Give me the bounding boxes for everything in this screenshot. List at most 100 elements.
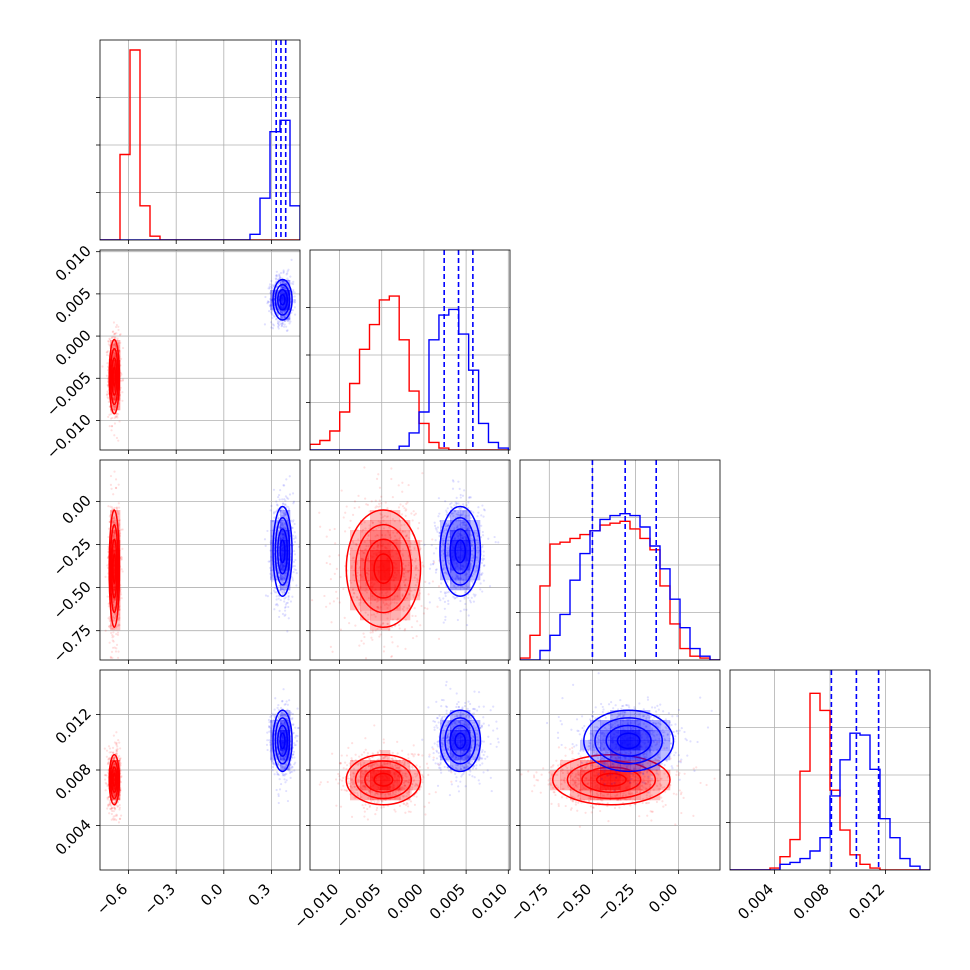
scatter-point (443, 600, 447, 603)
density-cell (390, 610, 401, 621)
scatter-point (114, 325, 118, 329)
scatter-point (283, 609, 287, 612)
scatter-point (113, 616, 116, 619)
scatter-point (266, 529, 269, 533)
scatter-point (293, 298, 296, 302)
contour-line (274, 283, 291, 316)
scatter-point (410, 589, 413, 593)
scatter-point (446, 524, 449, 527)
scatter-point (269, 297, 272, 301)
scatter-point (453, 597, 456, 600)
scatter-point (275, 270, 278, 273)
scatter-point (107, 343, 110, 346)
density-cell (450, 580, 461, 591)
scatter-point (480, 573, 483, 577)
scatter-point (286, 313, 289, 316)
scatter-point (391, 496, 394, 499)
scatter-point (474, 570, 478, 573)
scatter-point (407, 536, 411, 540)
contour-line (364, 538, 403, 599)
scatter-point (353, 561, 356, 564)
scatter-point (107, 400, 110, 403)
y-tick-label: −0.75 (50, 621, 95, 666)
scatter-point (280, 310, 283, 314)
scatter-point (342, 587, 345, 591)
density-cell (410, 580, 421, 591)
scatter-point (270, 555, 273, 559)
histogram-step (520, 520, 720, 660)
scatter-point (115, 506, 119, 509)
scatter-point (445, 591, 448, 594)
scatter-point (460, 521, 463, 524)
scatter-point (445, 509, 448, 512)
scatter-point (378, 635, 381, 638)
scatter-point (331, 650, 334, 653)
density-cell (440, 570, 451, 581)
scatter-point (466, 528, 469, 531)
density-cell (280, 310, 291, 321)
scatter-point (283, 316, 287, 319)
scatter-point (116, 804, 120, 808)
scatter-point (431, 580, 435, 583)
y-tick-label: −0.005 (43, 368, 95, 420)
scatter-point (277, 516, 280, 519)
scatter-point (111, 336, 114, 339)
scatter-point (112, 330, 115, 333)
scatter-point (444, 592, 447, 595)
scatter-point (406, 501, 409, 504)
scatter-point (377, 662, 379, 664)
scatter-point (287, 591, 290, 595)
scatter-point (408, 592, 411, 596)
scatter-point (113, 613, 117, 616)
scatter-point (280, 310, 283, 313)
scatter-point (271, 323, 274, 326)
scatter-point (461, 494, 465, 497)
scatter-point (112, 520, 115, 523)
scatter-point (270, 311, 273, 314)
scatter-point (463, 522, 466, 525)
scatter-point (338, 601, 341, 604)
scatter-point (277, 327, 280, 330)
scatter-point (481, 557, 484, 560)
scatter-point (281, 310, 285, 313)
scatter-point (293, 299, 296, 302)
density-cell (380, 550, 391, 561)
scatter-point (469, 601, 472, 604)
scatter-point (357, 538, 360, 541)
scatter-point (376, 606, 379, 609)
scatter-point (375, 674, 377, 676)
axis-frame (99, 459, 301, 661)
scatter-point (363, 540, 366, 544)
scatter-point (457, 480, 460, 483)
scatter-point (452, 512, 455, 515)
scatter-point (284, 283, 288, 286)
scatter-point (283, 310, 287, 313)
scatter-point (275, 503, 279, 506)
scatter-point (355, 543, 358, 546)
scatter-point (118, 808, 121, 811)
scatter-point (115, 741, 118, 744)
scatter-point (392, 531, 395, 534)
scatter-point (423, 606, 426, 610)
scatter-point (469, 516, 472, 519)
scatter-point (112, 343, 115, 346)
scatter-point (117, 328, 120, 332)
scatter-point (365, 591, 369, 594)
scatter-point (285, 517, 288, 520)
scatter-point (279, 310, 282, 314)
scatter-point (388, 628, 391, 632)
scatter-point (402, 605, 405, 608)
scatter-point (357, 552, 361, 555)
scatter-point (407, 483, 410, 487)
scatter-point (447, 539, 450, 542)
scatter-point (403, 629, 406, 632)
scatter-point (472, 554, 475, 558)
scatter-point (264, 544, 267, 547)
scatter-point (401, 554, 405, 557)
scatter-point (113, 516, 116, 519)
scatter-point (451, 479, 455, 482)
contour-line (272, 505, 293, 597)
scatter-point (281, 286, 284, 289)
scatter-point (401, 505, 405, 508)
scatter-point (113, 422, 117, 425)
